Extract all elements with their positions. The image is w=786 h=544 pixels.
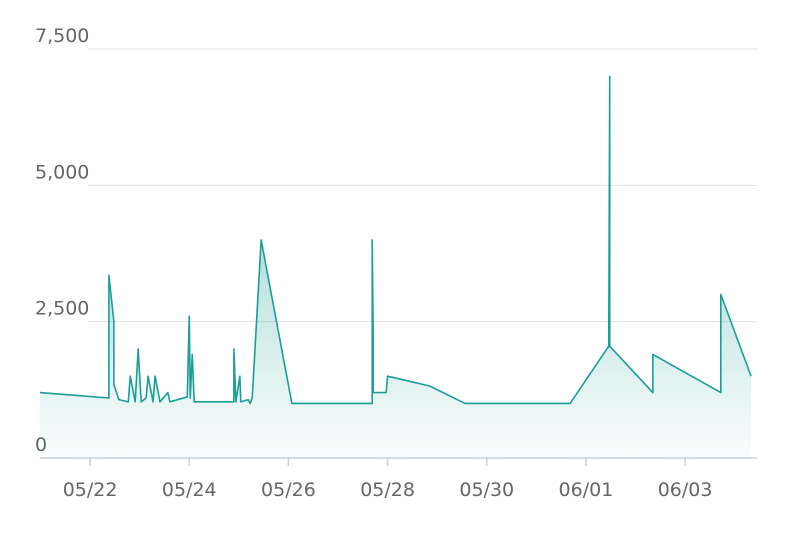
x-tick-label: 06/01	[559, 479, 614, 501]
x-tick-label: 05/28	[360, 479, 415, 501]
x-tick-label: 06/03	[658, 479, 713, 501]
area-fill	[40, 76, 752, 459]
x-tick-label: 05/26	[261, 479, 316, 501]
x-tick-label: 05/30	[459, 479, 514, 501]
line	[39, 75, 752, 405]
x-tick-label: 05/24	[162, 479, 217, 501]
y-tick-label: 7,500	[35, 25, 89, 47]
y-tick-label: 2,500	[35, 298, 89, 320]
x-tick-label: 05/22	[63, 479, 118, 501]
y-tick-label: 5,000	[35, 161, 89, 183]
